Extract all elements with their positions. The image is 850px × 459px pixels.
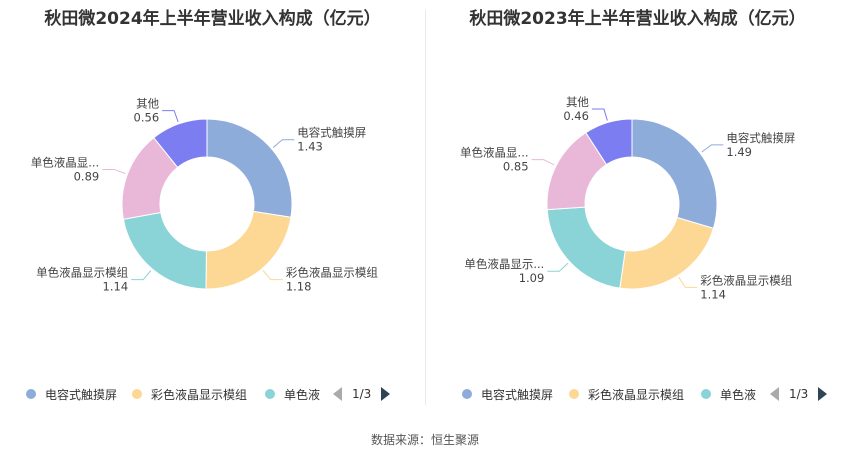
slice-value-2: 1.09 [519,271,545,285]
slice-value-4: 0.46 [563,109,589,123]
legend-label: 彩色液晶显示模组 [588,387,685,402]
slice-value-1: 1.18 [286,280,312,294]
legend-label: 电容式触摸屏 [481,387,554,402]
next-page-icon[interactable] [381,387,391,401]
legend-pager: 1/3 [770,384,828,404]
legend-item-color-lcd-module[interactable]: 彩色液晶显示模组 [569,384,684,404]
slice-label-0: 电容式触摸屏 [297,126,366,140]
legend-dot-icon [569,389,579,399]
next-page-icon[interactable] [818,387,828,401]
legend: 电容式触摸屏 彩色液晶显示模组 单色液 1/3 [0,384,425,404]
leader-line-3 [531,159,555,166]
leader-line-2 [547,262,569,272]
leader-line-3 [102,168,126,175]
prev-page-icon[interactable] [770,387,779,401]
legend-item-capacitive-touch[interactable]: 电容式触摸屏 [26,384,117,404]
slice-value-1: 1.14 [700,287,726,301]
slice-label-1: 彩色液晶显示模组 [700,273,792,287]
legend-item-capacitive-touch[interactable]: 电容式触摸屏 [462,384,553,404]
donut-slice-1[interactable] [205,210,292,290]
legend: 电容式触摸屏 彩色液晶显示模组 单色液 1/3 [425,384,850,404]
legend-item-mono-lcd[interactable]: 单色液 [265,384,320,404]
legend-dot-icon [26,389,36,399]
slice-label-0: 电容式触摸屏 [726,131,795,145]
slice-value-2: 1.14 [103,280,129,294]
slice-label-4: 其他 [136,97,159,111]
legend-pager: 1/3 [333,384,391,404]
donut-slice-0[interactable] [631,118,718,229]
chart-title: 秋田微2023年上半年营业收入构成（亿元） [469,9,806,29]
slice-value-3: 0.85 [503,160,529,174]
legend-item-mono-lcd[interactable]: 单色液 [701,384,756,404]
legend-dot-icon [265,389,275,399]
page-indicator: 1/3 [789,387,809,401]
legend-dot-icon [462,389,472,399]
donut-slice-2[interactable] [122,211,207,290]
slice-label-2: 单色液晶显示模组 [36,266,128,280]
chart-title: 秋田微2024年上半年营业收入构成（亿元） [44,9,381,29]
legend-dot-icon [132,389,142,399]
leader-line-4 [591,108,608,121]
slice-value-0: 1.43 [297,140,323,154]
legend-label: 电容式触摸屏 [45,387,118,402]
legend-label: 单色液 [720,387,757,402]
donut-slice-4[interactable] [585,118,633,166]
donut-slice-2[interactable] [546,206,626,289]
legend-label: 单色液 [284,387,321,402]
slice-label-3: 单色液晶显... [31,155,99,169]
slice-label-4: 其他 [566,95,589,109]
donut-slice-4[interactable] [153,118,208,169]
leader-line-1 [262,270,283,281]
slice-value-3: 0.89 [74,169,100,183]
leader-line-4 [162,110,179,123]
leader-line-2 [131,270,152,281]
legend-item-color-lcd-module[interactable]: 彩色液晶显示模组 [132,384,247,404]
leader-line-1 [678,277,698,288]
slice-label-2: 单色液晶显示... [464,257,544,271]
legend-dot-icon [701,389,711,399]
slice-label-1: 彩色液晶显示模组 [286,266,378,280]
slice-value-0: 1.49 [726,145,752,159]
leader-line-0 [701,144,724,153]
slice-label-3: 单色液晶显... [460,146,528,160]
leader-line-0 [272,139,295,148]
page-indicator: 1/3 [352,387,372,401]
legend-label: 彩色液晶显示模组 [151,387,248,402]
chart-panel-2024: 秋田微2024年上半年营业收入构成（亿元） 电容式触摸屏 1.43 彩色液晶显示模组… [0,0,425,410]
prev-page-icon[interactable] [333,387,342,401]
slice-value-4: 0.56 [134,111,160,125]
donut-slice-0[interactable] [206,118,293,218]
panel-divider [425,10,426,405]
data-source-note: 数据来源：恒生聚源 [370,433,479,447]
chart-panel-2023: 秋田微2023年上半年营业收入构成（亿元） 电容式触摸屏 1.49 彩色液晶显示模组… [425,0,850,410]
